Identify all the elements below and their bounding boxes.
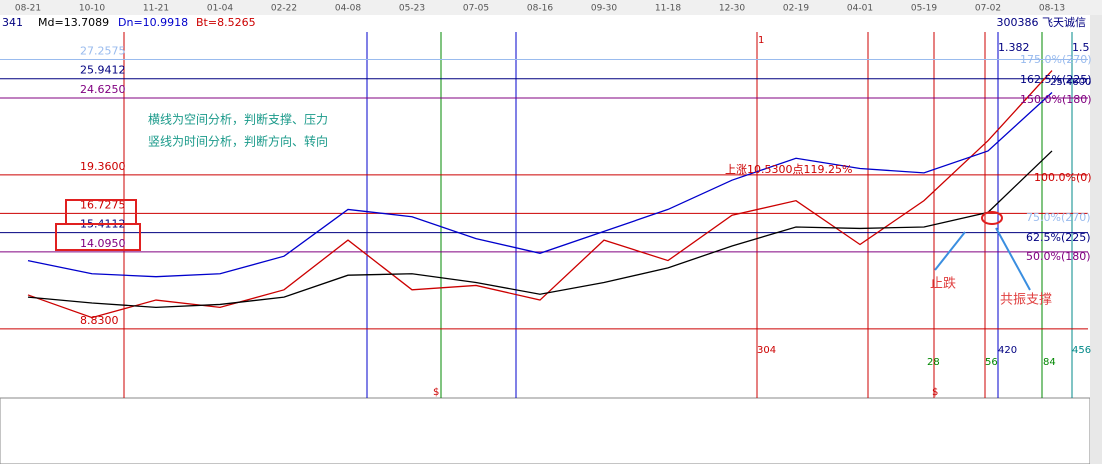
x-tick-label: 09-30 <box>591 4 617 14</box>
annotation: 竖线为时间分析，判断方向、转向 <box>148 134 328 149</box>
x-tick-label: 07-02 <box>975 4 1001 14</box>
x-tick-label: 08-13 <box>1039 4 1065 14</box>
arrow <box>995 227 1031 291</box>
annotation: 28 <box>927 357 940 368</box>
annotation: 横线为空间分析，判断支撑、压力 <box>148 112 328 127</box>
annotation: 上涨10.5300点119.25% <box>725 163 852 176</box>
annotation: 1 <box>758 35 764 46</box>
annotation: 1.5 <box>1072 41 1090 54</box>
annotation: 50.0%(180) <box>1026 250 1091 263</box>
scroll-strip <box>1090 15 1102 464</box>
y-tick-label: 27.2575 <box>80 44 126 57</box>
x-tick-label: 08-16 <box>527 4 553 14</box>
annotation: 共振支撑 <box>1000 293 1052 308</box>
annotation: 25.4600 <box>1050 77 1091 88</box>
y-tick-label: 14.0950 <box>80 237 126 250</box>
annotation: $ <box>433 387 439 398</box>
header-left: 341 <box>2 16 23 29</box>
x-tick-label: 11-21 <box>143 4 169 14</box>
header-md: Md=13.7089 <box>38 16 109 29</box>
header-bt: Bt=8.5265 <box>196 16 256 29</box>
x-tick-label: 04-01 <box>847 4 873 14</box>
annotation: 56 <box>985 357 998 368</box>
annotation: 100.0%(0) <box>1034 171 1092 184</box>
annotation: 1.382 <box>998 41 1030 54</box>
y-tick-label: 25.9412 <box>80 64 126 77</box>
arrow <box>934 231 966 271</box>
y-tick-label: 24.6250 <box>80 83 126 96</box>
header-right: 300386 飞天诚信 <box>997 16 1087 29</box>
x-tick-label: 01-04 <box>207 4 233 14</box>
series-line <box>27 91 1053 278</box>
annotation: 304 <box>757 345 776 356</box>
x-tick-label: 02-19 <box>783 4 809 14</box>
x-tick-label: 08-21 <box>15 4 41 14</box>
x-tick-label: 05-19 <box>911 4 937 14</box>
annotation: 150.0%(180) <box>1020 93 1092 106</box>
annotation: 止跌 <box>930 276 956 292</box>
annotation: 75.0%(270) <box>1026 211 1091 224</box>
annotation: 162.5%(225) <box>1020 73 1092 86</box>
annotation: 456 <box>1072 345 1091 356</box>
x-tick-label: 04-08 <box>335 4 361 14</box>
y-tick-label: 19.3600 <box>80 160 126 173</box>
x-tick-label: 10-10 <box>79 4 105 14</box>
x-tick-label: 07-05 <box>463 4 489 14</box>
annotation: $ <box>932 387 938 398</box>
header-dn: Dn=10.9918 <box>118 16 188 29</box>
annotation: 420 <box>998 345 1017 356</box>
annotation: 62.5%(225) <box>1026 231 1091 244</box>
highlight-box <box>55 223 141 251</box>
annotation: 84 <box>1043 357 1056 368</box>
series-line <box>27 70 1053 319</box>
highlight-ellipse <box>981 211 1003 225</box>
volume-pane <box>0 397 1091 464</box>
y-tick-label: 16.7275 <box>80 198 126 211</box>
annotation: 175.0%(270) <box>1020 53 1092 66</box>
x-tick-label: 02-22 <box>271 4 297 14</box>
x-tick-label: 12-30 <box>719 4 745 14</box>
x-tick-label: 05-23 <box>399 4 425 14</box>
date-bar <box>0 0 1102 15</box>
series-line <box>27 150 1053 309</box>
x-tick-label: 11-18 <box>655 4 681 14</box>
